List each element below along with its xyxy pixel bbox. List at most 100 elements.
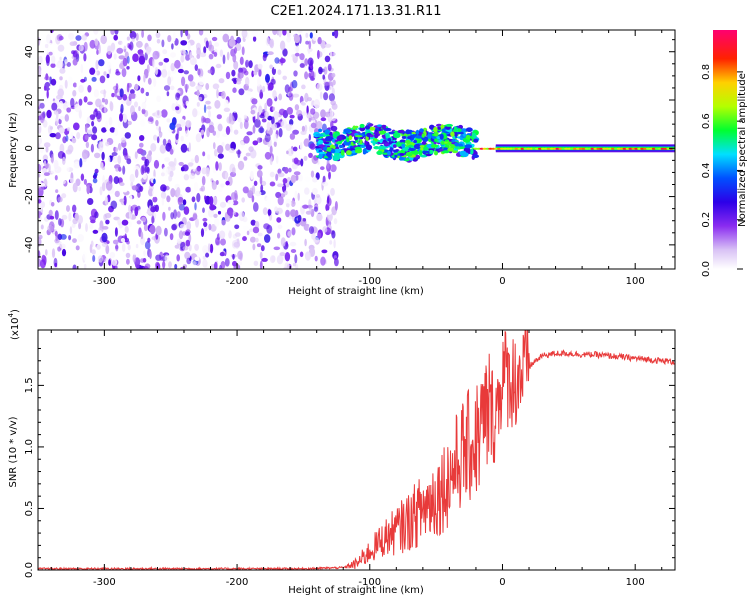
heatmap-cell [100,34,107,45]
heatmap-cell [149,250,152,259]
heatmap-cell [177,196,183,206]
heatmap-cell [230,100,233,107]
heatmap-cell [110,200,118,210]
heatmap-cell [440,124,445,130]
heatmap-cell [166,118,171,123]
heatmap-cell [46,89,49,99]
heatmap-cell [464,144,473,149]
heatmap-cell [106,73,110,79]
heatmap-cell [59,179,66,185]
heatmap-cell [184,231,190,236]
heatmap-ytick-label: 40 [24,45,35,58]
heatmap-cell [86,184,90,195]
heatmap-cell [134,83,139,91]
heatmap-cell [156,136,160,144]
heatmap-cell [72,204,77,213]
heatmap-cell [127,244,131,251]
heatmap-cell [259,251,263,259]
heatmap-cell [276,217,282,223]
heatmap-cell [145,91,149,97]
heatmap-cell [290,209,297,218]
heatmap-cell [387,150,391,156]
heatmap-cell [91,120,95,127]
colorbar-tick-label: 0.2 [701,212,712,228]
heatmap-cell [99,186,103,196]
heatmap-cell [89,114,96,120]
heatmap-cell [278,128,283,138]
heatmap-cell [194,256,200,261]
heatmap-cell [177,68,184,74]
heatmap-cell [72,90,77,97]
heatmap-cell [113,176,120,185]
heatmap-cell [421,141,427,145]
heatmap-cell [198,76,205,86]
heatmap-cell [60,234,67,240]
heatmap-cell [122,113,128,123]
heatmap-cell [140,87,145,94]
heatmap-cell [392,144,397,148]
heatmap-cell [61,248,67,257]
heatmap-cell [108,259,111,266]
heatmap-cell [61,193,67,199]
heatmap-cell [129,194,133,203]
heatmap-cell [101,151,105,161]
heatmap-cell [308,40,312,50]
heatmap-cell [185,239,191,247]
heatmap-cell [278,93,283,101]
heatmap-cell [257,63,263,69]
heatmap-cell [169,170,174,178]
heatmap-cell [350,148,354,151]
heatmap-cell [98,44,101,54]
heatmap-cell [105,120,109,131]
heatmap-cell [263,163,266,168]
heatmap-cell [147,237,151,243]
heatmap-cell [81,34,88,41]
heatmap-cell [118,55,126,60]
heatmap-cell [321,249,328,254]
heatmap-cell [289,119,294,126]
heatmap-cell [119,113,123,122]
heatmap-cell [293,70,298,77]
heatmap-cell [330,125,338,132]
heatmap-cell [164,254,170,263]
heatmap-cell [189,51,194,60]
heatmap-cell [117,155,122,165]
heatmap-cell [194,154,199,164]
heatmap-cell [184,130,189,138]
heatmap-cell [189,173,196,180]
heatmap-cell [174,263,178,269]
heatmap-cell [203,104,207,114]
heatmap-cell [422,136,429,142]
heatmap-cell [251,30,259,37]
heatmap-cell [126,258,130,265]
heatmap-cell [227,223,230,234]
heatmap-cell [245,152,251,157]
heatmap-cell [275,155,279,164]
heatmap-cell [194,202,197,211]
heatmap-cell [473,138,479,143]
heatmap-cell [370,134,374,138]
heatmap-cell [274,206,279,213]
heatmap-cell [272,90,277,99]
heatmap-cell [254,118,261,128]
heatmap-cell [326,159,330,169]
heatmap-cell [224,171,228,181]
heatmap-cell [458,124,463,130]
heatmap-cell [294,190,298,200]
heatmap-cell [295,52,300,57]
heatmap-cell [179,223,186,229]
heatmap-cell [253,202,259,212]
heatmap-cell [311,233,316,240]
heatmap-cell [127,120,132,126]
heatmap-cell [187,42,191,50]
heatmap-cell [78,98,83,106]
heatmap-cell [147,34,152,42]
heatmap-cell [299,53,305,61]
heatmap-cell [143,74,146,83]
heatmap-cell [201,167,208,175]
heatmap-cell [58,118,62,125]
heatmap-cell [208,53,214,60]
heatmap-cell [267,115,273,121]
heatmap-cell [413,143,421,150]
line-ytick-label: 0.0 [24,562,35,578]
